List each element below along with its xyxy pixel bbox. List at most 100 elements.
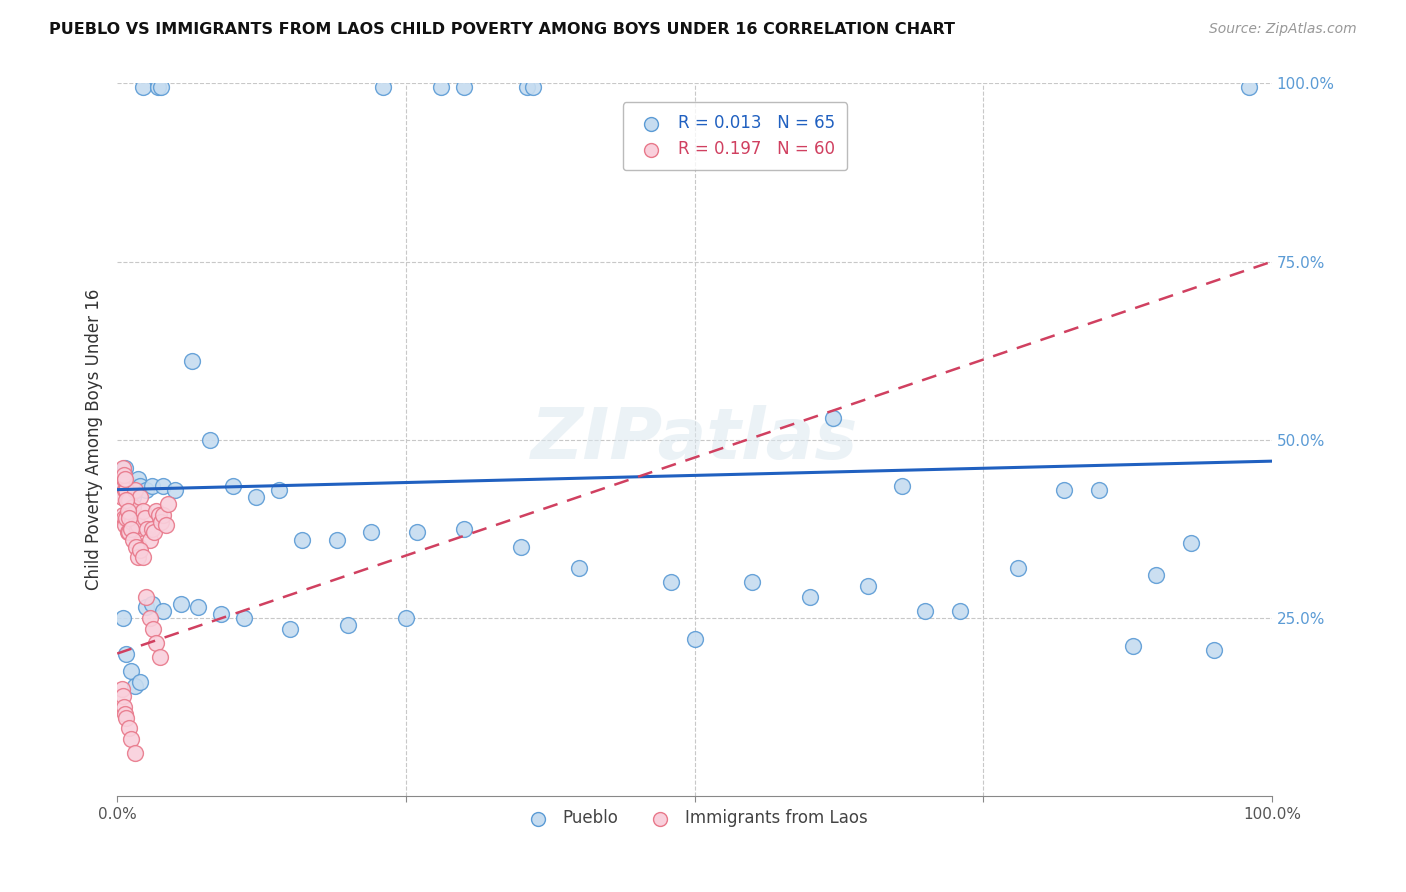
Point	[823, 411, 845, 425]
Point	[141, 522, 163, 536]
Point	[131, 80, 153, 95]
Point	[198, 433, 221, 447]
Point	[115, 711, 138, 725]
Point	[1237, 80, 1260, 95]
Point	[122, 500, 145, 515]
Point	[1122, 640, 1144, 654]
Point	[118, 504, 141, 518]
Point	[120, 508, 142, 522]
Point	[148, 508, 170, 522]
Point	[115, 493, 138, 508]
Point	[111, 479, 134, 493]
Point	[129, 490, 152, 504]
Point	[120, 522, 142, 536]
Point	[115, 511, 138, 525]
Point	[453, 522, 475, 536]
Point	[155, 518, 177, 533]
Point	[127, 472, 149, 486]
Point	[661, 575, 683, 590]
Point	[360, 525, 382, 540]
Point	[325, 533, 347, 547]
Point	[120, 665, 142, 679]
Point	[1007, 561, 1029, 575]
Point	[131, 504, 153, 518]
Point	[111, 611, 134, 625]
Point	[149, 650, 172, 665]
Point	[117, 493, 139, 508]
Point	[112, 700, 135, 714]
Point	[134, 511, 156, 525]
Point	[143, 525, 166, 540]
Point	[124, 511, 146, 525]
Point	[156, 497, 179, 511]
Point	[209, 607, 232, 622]
Point	[141, 597, 163, 611]
Point	[337, 618, 360, 632]
Point	[138, 611, 160, 625]
Point	[114, 483, 136, 497]
Point	[1087, 483, 1109, 497]
Point	[142, 622, 165, 636]
Point	[131, 550, 153, 565]
Point	[124, 540, 146, 554]
Point	[124, 483, 146, 497]
Point	[406, 525, 429, 540]
Point	[280, 622, 302, 636]
Point	[114, 472, 136, 486]
Point	[122, 533, 145, 547]
Point	[127, 550, 149, 565]
Point	[124, 679, 146, 693]
Point	[1053, 483, 1076, 497]
Point	[741, 575, 763, 590]
Point	[891, 479, 914, 493]
Point	[145, 504, 167, 518]
Point	[152, 479, 174, 493]
Point	[799, 590, 821, 604]
Point	[117, 525, 139, 540]
Point	[152, 508, 174, 522]
Point	[120, 479, 142, 493]
Point	[187, 600, 209, 615]
Point	[1204, 643, 1226, 657]
Point	[856, 579, 879, 593]
Point	[568, 561, 591, 575]
Point	[111, 490, 134, 504]
Point	[118, 722, 141, 736]
Text: ZIPatlas: ZIPatlas	[531, 405, 858, 475]
Point	[128, 540, 150, 554]
Point	[114, 707, 136, 722]
Point	[125, 522, 148, 536]
Legend: Pueblo, Immigrants from Laos: Pueblo, Immigrants from Laos	[515, 803, 875, 834]
Point	[114, 461, 136, 475]
Point	[395, 611, 418, 625]
Point	[118, 511, 141, 525]
Point	[118, 525, 141, 540]
Point	[117, 504, 139, 518]
Point	[150, 80, 173, 95]
Point	[429, 80, 451, 95]
Point	[221, 479, 243, 493]
Point	[135, 483, 157, 497]
Point	[121, 515, 143, 529]
Point	[1180, 536, 1202, 550]
Point	[371, 80, 394, 95]
Point	[683, 632, 706, 647]
Point	[949, 604, 972, 618]
Point	[111, 690, 134, 704]
Point	[291, 533, 314, 547]
Point	[120, 732, 142, 747]
Point	[181, 354, 204, 368]
Point	[111, 508, 134, 522]
Point	[233, 611, 256, 625]
Point	[112, 472, 135, 486]
Point	[141, 479, 163, 493]
Point	[124, 747, 146, 761]
Point	[510, 540, 533, 554]
Point	[115, 475, 138, 490]
Point	[129, 543, 152, 558]
Point	[135, 600, 157, 615]
Point	[124, 483, 146, 497]
Point	[114, 518, 136, 533]
Point	[136, 522, 159, 536]
Point	[129, 675, 152, 690]
